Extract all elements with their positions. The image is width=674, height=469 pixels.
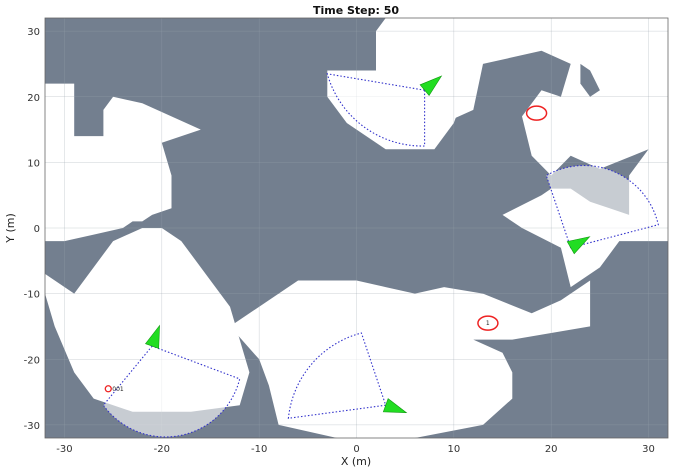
target-marker-3 (104, 385, 112, 393)
y-tick-label: 0 (34, 224, 40, 235)
x-tick-label: 20 (545, 444, 558, 455)
sensor-fov-1 (326, 73, 426, 147)
y-tick-label: 20 (27, 93, 40, 104)
target-marker-2 (477, 315, 499, 331)
x-tick-label: 30 (642, 444, 655, 455)
y-tick-label: -20 (24, 355, 40, 366)
sensor-fov-4 (287, 332, 387, 419)
x-tick-label: 0 (353, 444, 359, 455)
target-label-3: 001 (112, 386, 124, 393)
y-tick-label: 30 (27, 27, 40, 38)
agent-marker-3 (145, 324, 160, 349)
axis-ticks: -30 -20 -10 0 10 20 30 30 20 10 0 -10 -20 -30 (24, 27, 655, 455)
y-tick-label: -10 (24, 290, 40, 301)
target-label-2: 1 (486, 320, 490, 327)
plot-area: 1 001 (44, 17, 669, 439)
plot-content: 1 001 (45, 18, 668, 438)
unexplored-hole-1 (580, 63, 600, 97)
agent-marker-1 (419, 75, 443, 97)
x-tick-label: -20 (154, 444, 170, 455)
chart-title: Time Step: 50 (313, 4, 399, 17)
x-tick-label: 10 (447, 444, 460, 455)
target-marker-1 (525, 105, 548, 121)
y-axis-label: Y (m) (4, 213, 17, 244)
y-tick-label: -30 (24, 421, 40, 432)
plot-frame (44, 17, 669, 439)
agent-marker-2 (566, 236, 591, 255)
agent-marker-4 (382, 398, 408, 414)
y-tick-label: 10 (27, 158, 40, 169)
sensor-fov-3 (102, 345, 241, 438)
x-axis-label: X (m) (341, 455, 371, 468)
sensor-fov-2 (545, 165, 659, 249)
x-tick-label: -10 (251, 444, 267, 455)
x-tick-label: -30 (56, 444, 72, 455)
